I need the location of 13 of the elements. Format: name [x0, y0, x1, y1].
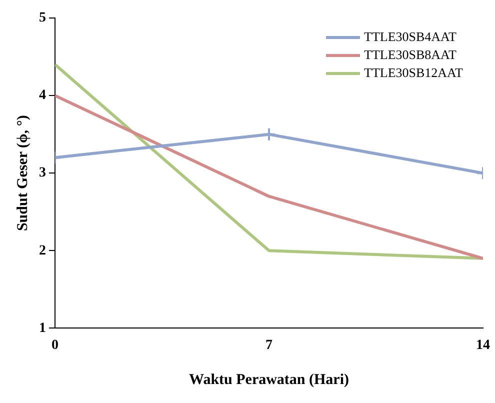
legend-label: TTLE30SB12AAT — [364, 65, 463, 81]
y-tick-label: 1 — [39, 320, 46, 336]
legend-label: TTLE30SB4AAT — [364, 29, 456, 45]
y-tick-label: 2 — [39, 243, 46, 258]
legend-label: TTLE30SB8AAT — [364, 47, 456, 63]
x-tick-label: 0 — [52, 338, 58, 354]
y-tick-label: 5 — [39, 10, 46, 26]
y-axis-title: Sudut Geser (ϕ, °) — [14, 115, 31, 232]
y-tick-label: 3 — [39, 166, 46, 181]
x-tick-label: 7 — [266, 338, 272, 354]
y-tick-label: 4 — [39, 88, 46, 104]
x-axis-title: Waktu Perawatan (Hari) — [189, 372, 349, 388]
x-tick-label: 14 — [476, 338, 490, 354]
